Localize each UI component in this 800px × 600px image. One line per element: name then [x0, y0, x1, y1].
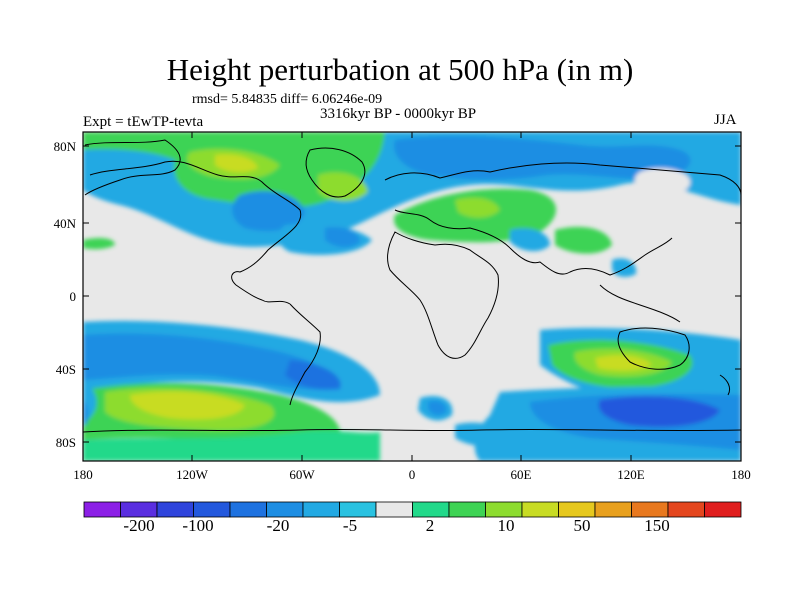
lon-label-120e: 120E — [617, 467, 645, 482]
colorbar-label: 2 — [425, 516, 435, 535]
axis-ticks — [83, 132, 741, 461]
colorbar-swatch — [667, 501, 705, 518]
colorbar-swatch — [412, 501, 450, 518]
colorbar-swatch — [594, 501, 632, 518]
colorbar-label: -200 — [123, 516, 155, 535]
contour-region — [325, 227, 360, 248]
colorbar-label: 50 — [573, 516, 591, 535]
colorbar-swatch — [375, 501, 413, 518]
contour-region — [83, 430, 380, 461]
lat-label-40s: 40S — [55, 362, 76, 377]
colorbar-label: -100 — [182, 516, 214, 535]
contour-region — [83, 237, 115, 250]
contour-region — [232, 191, 305, 232]
colorbar-swatch — [448, 501, 486, 518]
colorbar-label: 10 — [497, 516, 515, 535]
lat-label-0: 0 — [69, 289, 77, 304]
lat-label-40n: 40N — [53, 216, 76, 231]
colorbar-swatch — [631, 501, 669, 518]
colorbar-swatch — [266, 501, 304, 518]
contour-region — [555, 226, 612, 254]
plot-title: Height perturbation at 500 hPa (in m) — [166, 52, 634, 87]
contour-region — [394, 136, 691, 180]
contour-region — [83, 333, 341, 391]
contour-field — [83, 132, 741, 461]
lat-label-80n: 80N — [53, 139, 76, 154]
colorbar-swatch — [83, 501, 121, 518]
rmsd-diff-text: rmsd= 5.84835 diff= 6.06246e-09 — [192, 92, 383, 107]
colorbar-swatch — [193, 501, 231, 518]
colorbar-swatch — [339, 501, 377, 518]
colorbar-swatch — [704, 501, 742, 518]
colorbar-swatch — [521, 501, 559, 518]
colorbar — [83, 501, 742, 518]
contour-region — [318, 172, 368, 202]
contour-region — [130, 391, 245, 420]
lat-label-80s: 80S — [55, 435, 76, 450]
colorbar-swatch — [558, 501, 596, 518]
colorbar-label: 150 — [644, 516, 670, 535]
contour-region — [510, 228, 550, 252]
colorbar-swatch — [120, 501, 158, 518]
contour-region — [83, 400, 89, 425]
lon-label-180w: 180 — [73, 467, 93, 482]
lon-label-120w: 120W — [176, 467, 208, 482]
lon-label-60e: 60E — [510, 467, 532, 482]
contour-region — [428, 400, 447, 415]
colorbar-swatch — [485, 501, 523, 518]
contour-region — [455, 197, 500, 218]
contour-region — [598, 396, 720, 427]
coastlines — [83, 139, 741, 433]
colorbar-label: -5 — [342, 516, 358, 535]
contour-region — [634, 168, 691, 195]
lon-label-180e: 180 — [731, 467, 751, 482]
colorbar-swatch — [229, 501, 267, 518]
season-label: JJA — [714, 112, 737, 128]
period-label: 3316kyr BP - 0000kyr BP — [320, 106, 477, 122]
colorbar-swatch — [156, 501, 194, 518]
colorbar-label: -20 — [266, 516, 290, 535]
lon-label-0: 0 — [408, 467, 416, 482]
lon-label-60w: 60W — [289, 467, 315, 482]
contour-region — [215, 154, 258, 173]
experiment-label: Expt = tEwTP-tevta — [83, 114, 204, 130]
colorbar-swatch — [302, 501, 340, 518]
contour-region — [285, 360, 341, 390]
contour-region — [595, 355, 652, 371]
